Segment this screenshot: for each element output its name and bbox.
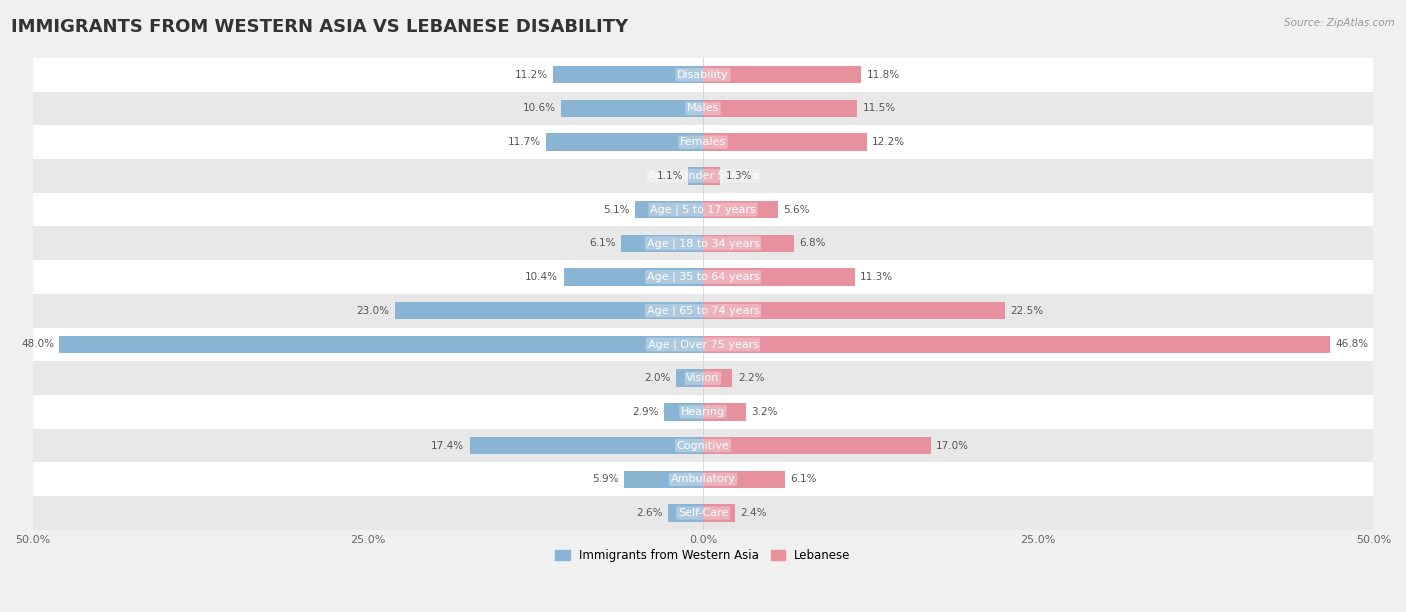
- Text: Self-Care: Self-Care: [678, 508, 728, 518]
- Text: 11.7%: 11.7%: [508, 137, 541, 147]
- Bar: [689, 167, 703, 185]
- Text: 11.2%: 11.2%: [515, 70, 547, 80]
- Text: 2.4%: 2.4%: [741, 508, 768, 518]
- Text: 5.6%: 5.6%: [783, 204, 810, 215]
- Bar: [59, 335, 703, 353]
- Bar: [703, 370, 733, 387]
- Bar: [703, 167, 720, 185]
- Bar: [624, 471, 703, 488]
- Text: 1.1%: 1.1%: [657, 171, 683, 181]
- Bar: [621, 234, 703, 252]
- Bar: [32, 429, 1374, 463]
- Text: Age | 5 to 17 years: Age | 5 to 17 years: [650, 204, 756, 215]
- Text: 11.5%: 11.5%: [862, 103, 896, 113]
- Text: 48.0%: 48.0%: [21, 340, 53, 349]
- Bar: [703, 437, 931, 454]
- Bar: [395, 302, 703, 319]
- Text: 5.9%: 5.9%: [592, 474, 619, 484]
- Bar: [32, 226, 1374, 260]
- Bar: [703, 302, 1005, 319]
- Bar: [553, 66, 703, 83]
- Text: Age | Over 75 years: Age | Over 75 years: [648, 339, 758, 349]
- Text: Cognitive: Cognitive: [676, 441, 730, 450]
- Bar: [668, 504, 703, 522]
- Text: 11.3%: 11.3%: [860, 272, 893, 282]
- Text: 2.2%: 2.2%: [738, 373, 765, 383]
- Bar: [32, 193, 1374, 226]
- Bar: [703, 234, 794, 252]
- Text: 10.4%: 10.4%: [526, 272, 558, 282]
- Bar: [676, 370, 703, 387]
- Text: 46.8%: 46.8%: [1336, 340, 1369, 349]
- Text: IMMIGRANTS FROM WESTERN ASIA VS LEBANESE DISABILITY: IMMIGRANTS FROM WESTERN ASIA VS LEBANESE…: [11, 18, 628, 36]
- Text: 12.2%: 12.2%: [872, 137, 905, 147]
- Bar: [32, 395, 1374, 429]
- Text: 17.0%: 17.0%: [936, 441, 969, 450]
- Bar: [32, 463, 1374, 496]
- Bar: [703, 133, 866, 151]
- Text: Hearing: Hearing: [681, 407, 725, 417]
- Text: 1.3%: 1.3%: [725, 171, 752, 181]
- Text: Age | 18 to 34 years: Age | 18 to 34 years: [647, 238, 759, 248]
- Text: Source: ZipAtlas.com: Source: ZipAtlas.com: [1284, 18, 1395, 28]
- Bar: [32, 327, 1374, 361]
- Bar: [703, 66, 862, 83]
- Bar: [634, 201, 703, 218]
- Bar: [32, 496, 1374, 530]
- Bar: [32, 58, 1374, 92]
- Bar: [32, 125, 1374, 159]
- Bar: [703, 100, 858, 117]
- Bar: [564, 268, 703, 286]
- Bar: [561, 100, 703, 117]
- Text: 6.1%: 6.1%: [589, 238, 616, 248]
- Bar: [703, 403, 747, 420]
- Text: 11.8%: 11.8%: [866, 70, 900, 80]
- Text: Age | Under 5 years: Age | Under 5 years: [648, 171, 758, 181]
- Text: 10.6%: 10.6%: [523, 103, 555, 113]
- Text: 6.1%: 6.1%: [790, 474, 817, 484]
- Text: 2.6%: 2.6%: [637, 508, 662, 518]
- Text: 5.1%: 5.1%: [603, 204, 630, 215]
- Text: 23.0%: 23.0%: [356, 306, 389, 316]
- Bar: [470, 437, 703, 454]
- Bar: [32, 294, 1374, 327]
- Text: Disability: Disability: [678, 70, 728, 80]
- Bar: [703, 471, 785, 488]
- Bar: [546, 133, 703, 151]
- Bar: [703, 268, 855, 286]
- Text: Females: Females: [681, 137, 725, 147]
- Text: 3.2%: 3.2%: [751, 407, 778, 417]
- Text: Age | 65 to 74 years: Age | 65 to 74 years: [647, 305, 759, 316]
- Bar: [703, 504, 735, 522]
- Text: 22.5%: 22.5%: [1010, 306, 1043, 316]
- Text: 6.8%: 6.8%: [800, 238, 827, 248]
- Text: Vision: Vision: [686, 373, 720, 383]
- Bar: [703, 201, 778, 218]
- Bar: [703, 335, 1330, 353]
- Bar: [32, 260, 1374, 294]
- Bar: [664, 403, 703, 420]
- Bar: [32, 92, 1374, 125]
- Text: 2.9%: 2.9%: [633, 407, 659, 417]
- Bar: [32, 159, 1374, 193]
- Text: 17.4%: 17.4%: [432, 441, 464, 450]
- Text: 2.0%: 2.0%: [644, 373, 671, 383]
- Text: Ambulatory: Ambulatory: [671, 474, 735, 484]
- Text: Age | 35 to 64 years: Age | 35 to 64 years: [647, 272, 759, 282]
- Legend: Immigrants from Western Asia, Lebanese: Immigrants from Western Asia, Lebanese: [551, 544, 855, 567]
- Text: Males: Males: [688, 103, 718, 113]
- Bar: [32, 361, 1374, 395]
